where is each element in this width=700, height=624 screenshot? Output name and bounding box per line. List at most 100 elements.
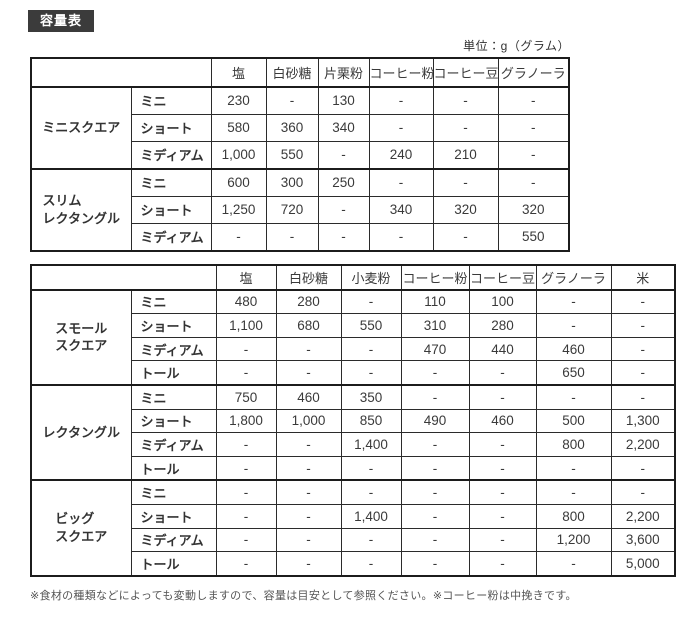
capacity-value: - — [265, 222, 319, 252]
capacity-value: - — [215, 455, 277, 481]
capacity-value: 580 — [210, 113, 267, 142]
column-header: 米 — [610, 264, 676, 291]
capacity-value: 550 — [497, 222, 570, 252]
table-row: レクタングル ミニ 750 460 350- - - - — [30, 383, 676, 481]
capacity-value: - — [275, 455, 342, 481]
header-row: 塩白砂糖 小麦粉 コーヒー粉 コーヒー豆 グラノーラ米 — [30, 264, 676, 291]
capacity-table-mini-slim: 塩白砂糖 片栗粉 コーヒー粉 コーヒー豆 グラノーラ ミニスクエア ミニ 230-130- - -… — [30, 56, 570, 252]
capacity-value: - — [265, 85, 319, 115]
capacity-value: - — [497, 113, 570, 142]
capacity-value: - — [215, 479, 277, 505]
capacity-value: - — [432, 222, 499, 252]
container-group-label-text: ミニスクエア — [42, 119, 121, 135]
capacity-value: 720 — [265, 195, 319, 224]
capacity-value: - — [215, 432, 277, 457]
capacity-value: 1,400 — [340, 503, 402, 529]
table-row: ミニスクエア ミニ 230-130- - - — [30, 85, 570, 170]
capacity-value: - — [432, 85, 499, 115]
container-group-label: レクタングル — [30, 383, 132, 481]
container-group-label-text: スリム レクタングル — [42, 193, 120, 226]
capacity-value: - — [610, 288, 676, 315]
table-row: トール - - - - -650- — [31, 360, 676, 386]
capacity-value: 650 — [535, 360, 612, 386]
table-row: ショート 1,250 720-340 320 320 — [31, 195, 570, 224]
capacity-value: - — [535, 383, 612, 410]
capacity-value: 1,100 — [215, 313, 277, 338]
capacity-value: - — [468, 527, 537, 553]
capacity-value: 320 — [497, 195, 570, 224]
capacity-value: 250 — [317, 167, 370, 197]
capacity-value: 490 — [400, 408, 470, 434]
capacity-value: - — [497, 85, 570, 115]
capacity-value: - — [432, 167, 499, 197]
capacity-value: 2,200 — [610, 503, 676, 529]
container-group-label-text: ビッグ スクエア — [55, 511, 108, 545]
column-header: コーヒー粉 — [368, 57, 434, 88]
capacity-value: - — [535, 455, 612, 481]
capacity-value: - — [468, 360, 537, 386]
capacity-value: 310 — [400, 313, 470, 338]
capacity-value: - — [400, 479, 470, 505]
capacity-value: - — [535, 551, 612, 577]
size-label: ミディアム — [130, 222, 212, 252]
capacity-value: - — [400, 455, 470, 481]
capacity-value: 1,000 — [275, 408, 342, 434]
table-row: トール - - - - - - - — [31, 455, 676, 481]
capacity-value: - — [468, 383, 537, 410]
size-label: ミディアム — [130, 432, 217, 457]
size-label: ミディアム — [130, 140, 212, 170]
column-header: コーヒー豆 — [468, 264, 537, 291]
capacity-value: - — [535, 313, 612, 338]
size-label: ミディアム — [130, 336, 217, 362]
capacity-value: 5,000 — [610, 551, 676, 577]
capacity-value: - — [468, 503, 537, 529]
capacity-value: 460 — [275, 383, 342, 410]
capacity-value: 210 — [432, 140, 499, 170]
capacity-value: - — [275, 503, 342, 529]
table-row: ショート 580 360 340- - - — [31, 113, 570, 142]
capacity-value: 230 — [210, 85, 267, 115]
column-header: 塩 — [210, 57, 267, 88]
size-label: ミニ — [130, 383, 217, 410]
capacity-value: 460 — [535, 336, 612, 362]
capacity-value: 1,250 — [210, 195, 267, 224]
capacity-value: - — [275, 432, 342, 457]
header-blank-cell — [30, 57, 212, 88]
capacity-value: 280 — [275, 288, 342, 315]
capacity-value: 280 — [468, 313, 537, 338]
capacity-value: 460 — [468, 408, 537, 434]
size-label: ミニ — [130, 288, 217, 315]
capacity-value: - — [400, 360, 470, 386]
table-row: ビッグ スクエア ミニ - - - - - - - — [30, 479, 676, 577]
capacity-value: - — [400, 432, 470, 457]
capacity-value: - — [610, 455, 676, 481]
capacity-value: - — [497, 167, 570, 197]
size-label: ショート — [130, 503, 217, 529]
table-row: トール - - - - - -5,000 — [31, 551, 676, 577]
column-header: 白砂糖 — [275, 264, 342, 291]
size-label: ミディアム — [130, 527, 217, 553]
size-label: ショート — [130, 408, 217, 434]
capacity-value: - — [400, 527, 470, 553]
container-group-label-text: レクタングル — [42, 424, 120, 440]
capacity-value: 1,800 — [215, 408, 277, 434]
capacity-value: - — [535, 479, 612, 505]
capacity-value: - — [468, 479, 537, 505]
size-label: ミニ — [130, 85, 212, 115]
capacity-value: - — [468, 455, 537, 481]
capacity-value: 320 — [432, 195, 499, 224]
size-label: ショート — [130, 195, 212, 224]
column-header: グラノーラ — [535, 264, 612, 291]
capacity-value: 550 — [340, 313, 402, 338]
capacity-value: 500 — [535, 408, 612, 434]
capacity-value: 350 — [340, 383, 402, 410]
size-label: ショート — [130, 113, 212, 142]
header-blank-cell — [30, 264, 217, 291]
capacity-value: - — [432, 113, 499, 142]
footnote: ※食材の種類などによっても変動しますので、容量は目安として参照ください。※コーヒ… — [30, 589, 577, 602]
column-header: 白砂糖 — [265, 57, 319, 88]
capacity-value: - — [275, 479, 342, 505]
capacity-value: 100 — [468, 288, 537, 315]
capacity-value: - — [215, 336, 277, 362]
capacity-value: 1,000 — [210, 140, 267, 170]
